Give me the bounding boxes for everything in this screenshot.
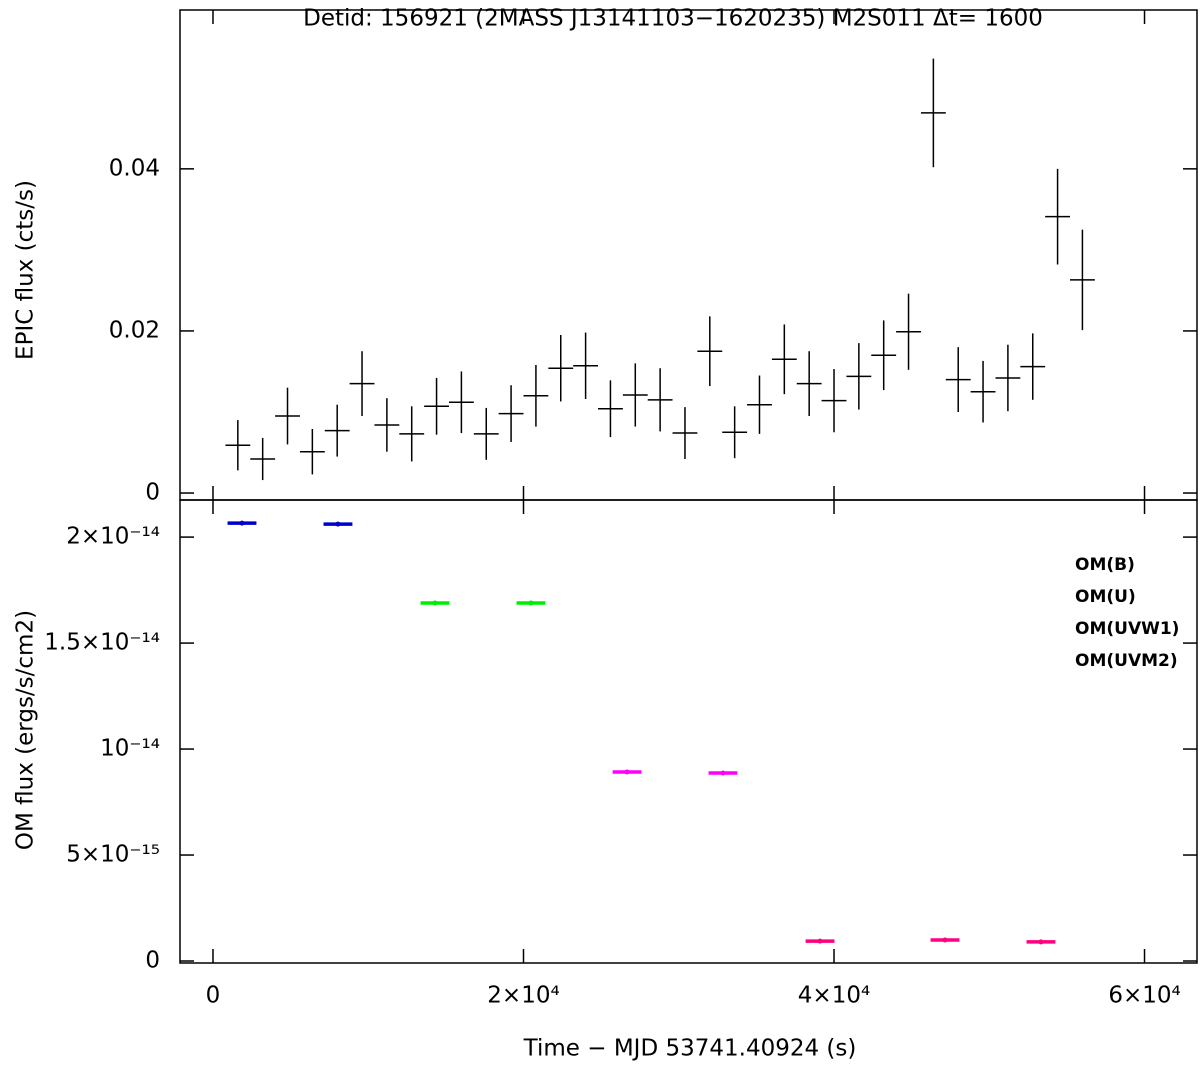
legend-label: OM(B): [1075, 555, 1135, 575]
data-point: [239, 520, 245, 526]
panel-frame: [179, 499, 1198, 964]
data-point: [942, 937, 948, 943]
legend-label: OM(UVW1): [1075, 619, 1179, 639]
data-point: [720, 770, 726, 776]
y-axis-label: OM flux (ergs/s/cm2): [13, 610, 39, 850]
y-tick-label: 0.02: [109, 317, 160, 343]
x-axis-label: Time − MJD 53741.40924 (s): [523, 1036, 857, 1062]
x-tick-label: 2×10⁴: [487, 983, 559, 1009]
y-tick-label: 1.5×10⁻¹⁴: [44, 630, 160, 656]
data-point: [817, 938, 823, 944]
y-tick-label: 0: [145, 948, 160, 974]
data-point: [528, 600, 534, 606]
y-axis-label: EPIC flux (cts/s): [13, 180, 39, 360]
y-tick-label: 10⁻¹⁴: [100, 736, 160, 762]
legend-label: OM(UVM2): [1075, 651, 1178, 671]
y-tick-label: 0.04: [109, 155, 160, 181]
x-tick-label: 4×10⁴: [798, 983, 870, 1009]
data-point: [335, 521, 341, 527]
y-tick-label: 2×10⁻¹⁴: [66, 524, 160, 550]
panel-frame: [179, 9, 1198, 501]
y-tick-label: 0: [145, 480, 160, 506]
x-tick-label: 0: [206, 983, 221, 1009]
legend-label: OM(U): [1075, 587, 1136, 607]
data-point: [624, 769, 630, 775]
data-point: [1038, 939, 1044, 945]
data-point: [432, 600, 438, 606]
y-tick-label: 5×10⁻¹⁵: [66, 842, 160, 868]
x-tick-label: 6×10⁴: [1108, 983, 1180, 1009]
